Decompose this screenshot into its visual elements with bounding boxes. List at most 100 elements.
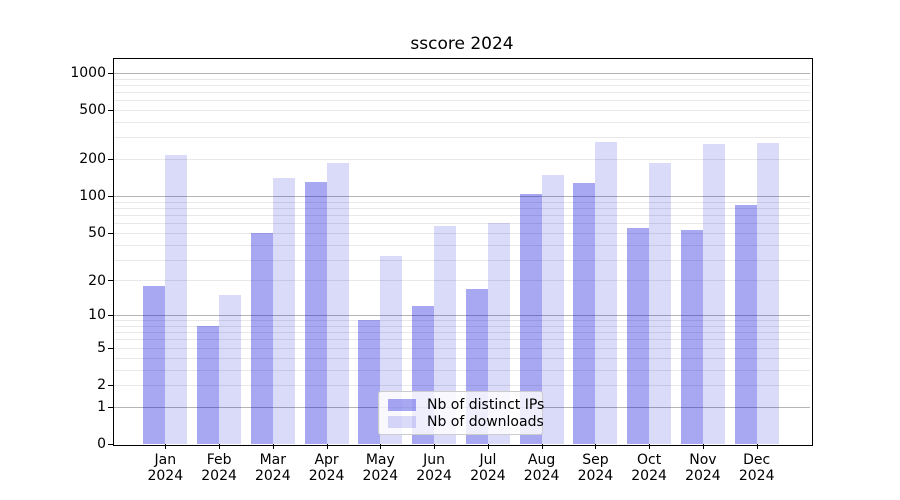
y-tick-100 (108, 196, 113, 197)
bar-ips-mar (250, 232, 273, 444)
x-tick-label-jun: Jun 2024 (416, 452, 452, 484)
x-tick-dec (757, 444, 758, 449)
gridline-minor-600 (114, 100, 810, 101)
x-tick-label-may: May 2024 (362, 452, 399, 484)
y-tick-20 (108, 280, 113, 281)
bar-ips-apr (304, 182, 327, 444)
y-tick-200 (108, 159, 113, 160)
bar-ips-may (358, 320, 381, 444)
x-tick-label-oct: Oct 2024 (631, 452, 667, 484)
y-tick-1000 (108, 73, 113, 74)
bar-downloads-dec (756, 143, 779, 444)
y-tick-10 (108, 315, 113, 316)
legend-item-downloads: Nb of downloads (379, 413, 544, 430)
gridline-minor-700 (114, 92, 810, 93)
bar-downloads-jun (434, 225, 457, 444)
y-tick-label-1: 1 (97, 398, 106, 415)
bar-downloads-feb (219, 295, 242, 444)
y-tick-5 (108, 348, 113, 349)
x-tick-nov (703, 444, 704, 449)
gridline-minor-9 (114, 320, 810, 321)
x-tick-label-apr: Apr 2024 (308, 452, 345, 484)
y-tick-label-100: 100 (79, 188, 106, 205)
x-tick-label-aug: Aug 2024 (523, 452, 560, 484)
x-tick-feb (219, 444, 220, 449)
y-tick-label-0: 0 (97, 436, 106, 452)
y-tick-label-500: 500 (79, 102, 106, 119)
bar-ips-nov (680, 229, 703, 444)
gridline-minor-50 (114, 233, 810, 234)
bar-downloads-aug (541, 174, 564, 444)
bar-ips-sep (573, 183, 596, 444)
legend-label-distinct-ips: Nb of distinct IPs (427, 396, 545, 413)
bar-downloads-mar (272, 178, 295, 444)
gridline-major-10 (114, 315, 810, 316)
gridline-minor-6 (114, 339, 810, 340)
x-tick-aug (542, 444, 543, 449)
x-tick-oct (649, 444, 650, 449)
gridline-major-100 (114, 196, 810, 197)
x-tick-sep (595, 444, 596, 449)
bar-downloads-apr (326, 163, 349, 444)
gridline-minor-5 (114, 348, 810, 349)
gridline-minor-20 (114, 280, 810, 281)
chart-title: sscore 2024 (410, 34, 514, 54)
gridline-minor-900 (114, 79, 810, 80)
x-tick-label-nov: Nov 2024 (685, 452, 721, 484)
y-tick-label-20: 20 (88, 272, 106, 289)
y-tick-1 (108, 407, 113, 408)
legend: Nb of distinct IPs Nb of downloads (378, 391, 545, 435)
bar-downloads-jan (165, 155, 188, 444)
bar-ips-jan (143, 285, 166, 444)
bar-ips-feb (197, 326, 220, 444)
bar-ips-oct (627, 227, 650, 444)
bar-downloads-jul (487, 223, 510, 444)
gridline-minor-500 (114, 110, 810, 111)
gridline-major-1000 (114, 73, 810, 74)
y-tick-label-200: 200 (79, 151, 106, 168)
gridline-minor-400 (114, 122, 810, 123)
legend-swatch-downloads (388, 415, 416, 428)
x-tick-label-feb: Feb 2024 (201, 452, 237, 484)
y-tick-label-2: 2 (97, 377, 106, 393)
x-tick-apr (327, 444, 328, 449)
y-tick-label-5: 5 (97, 339, 106, 356)
y-tick-label-1000: 1000 (70, 64, 106, 81)
y-tick-label-50: 50 (88, 224, 106, 241)
y-tick-0 (108, 444, 113, 445)
gridline-minor-40 (114, 245, 810, 246)
x-tick-jun (434, 444, 435, 449)
x-tick-jan (165, 444, 166, 449)
gridline-minor-90 (114, 202, 810, 203)
gridline-minor-4 (114, 358, 810, 359)
x-tick-jul (488, 444, 489, 449)
x-tick-label-dec: Dec 2024 (738, 452, 775, 484)
bar-ips-dec (734, 204, 757, 444)
y-tick-500 (108, 110, 113, 111)
gridline-minor-200 (114, 159, 810, 160)
gridline-minor-3 (114, 370, 810, 371)
x-tick-label-jan: Jan 2024 (147, 452, 184, 484)
bar-ips-aug (519, 193, 542, 444)
legend-label-downloads: Nb of downloads (427, 413, 544, 430)
bar-downloads-sep (595, 142, 618, 444)
legend-item-distinct-ips: Nb of distinct IPs (379, 396, 545, 413)
y-tick-label-10: 10 (88, 307, 106, 324)
y-tick-2 (108, 385, 113, 386)
gridline-minor-7 (114, 332, 810, 333)
gridline-minor-8 (114, 326, 810, 327)
gridline-minor-60 (114, 223, 810, 224)
gridline-minor-70 (114, 215, 810, 216)
y-tick-50 (108, 233, 113, 234)
x-tick-may (380, 444, 381, 449)
gridline-minor-800 (114, 85, 810, 86)
bar-downloads-nov (702, 144, 725, 444)
gridline-minor-30 (114, 260, 810, 261)
legend-swatch-distinct-ips (388, 398, 416, 411)
gridline-minor-80 (114, 208, 810, 209)
x-tick-mar (273, 444, 274, 449)
gridline-minor-300 (114, 137, 810, 138)
x-tick-label-sep: Sep 2024 (577, 452, 614, 484)
bar-downloads-oct (649, 163, 672, 444)
